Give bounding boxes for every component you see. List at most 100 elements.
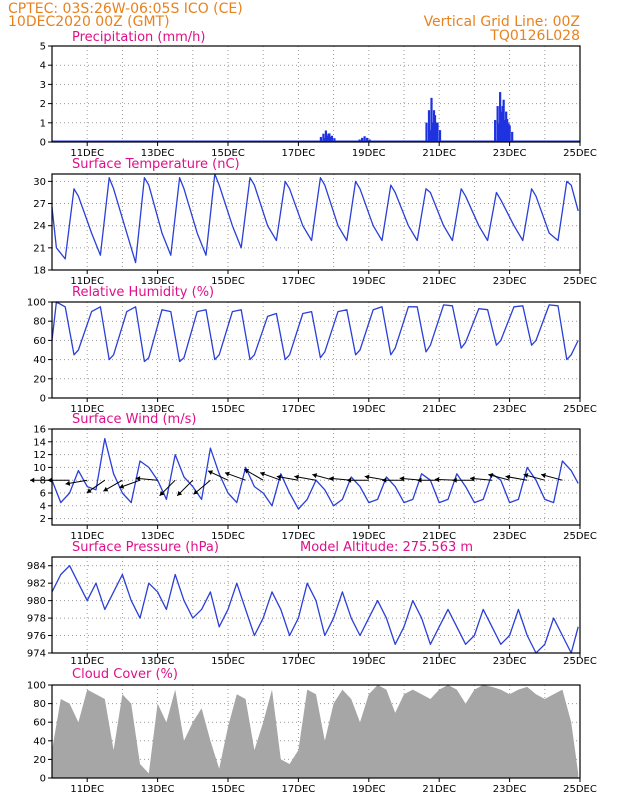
x-tick-label: 13DEC [141, 148, 175, 159]
x-tick-label: 25DEC [563, 276, 597, 287]
x-tick-label: 25DEC [563, 656, 597, 667]
wind-arrow-head [488, 473, 494, 479]
header-date: 10DEC2020 00Z (GMT) [8, 14, 170, 30]
x-tick-label: 11DEC [70, 276, 104, 287]
x-tick-label: 13DEC [141, 784, 175, 795]
x-tick-label: 17DEC [282, 784, 316, 795]
x-tick-label: 19DEC [352, 148, 386, 159]
x-tick-label: 19DEC [352, 531, 386, 542]
precip-bar [366, 137, 369, 142]
precip-bar [501, 131, 504, 142]
y-tick-label: 24 [33, 221, 46, 232]
series-line [51, 301, 579, 363]
x-tick-label: 25DEC [563, 148, 597, 159]
precip-bar [500, 111, 503, 142]
wind-arrow-head [434, 477, 440, 483]
panel-2: 18 21 24 27 30 11DEC 13DEC 15DEC 17DEC 19DEC 21DEC… [33, 157, 597, 287]
y-tick-label: 100 [27, 298, 46, 309]
precip-bar [430, 97, 433, 142]
y-tick-label: 2 [40, 514, 46, 525]
precip-bar [497, 123, 500, 142]
y-tick-label: 21 [33, 243, 46, 254]
wind-arrow-head [260, 471, 266, 477]
x-tick-label: 17DEC [282, 656, 316, 667]
wind-arrow-head [346, 477, 352, 483]
y-tick-label: 8 [40, 476, 46, 487]
wind-arrow-head [452, 477, 457, 483]
x-tick-label: 11DEC [70, 404, 104, 415]
x-tick-label: 15DEC [211, 404, 245, 415]
precip-bar [433, 115, 437, 142]
precip-bar [325, 135, 329, 142]
x-tick-label: 15DEC [211, 276, 245, 287]
x-tick-label: 19DEC [352, 656, 386, 667]
precip-bar [494, 120, 497, 142]
wind-arrow-head [399, 476, 405, 482]
wind-arrow-head [159, 490, 165, 496]
series-line [51, 565, 579, 654]
x-tick-label: 25DEC [563, 784, 597, 795]
x-tick-label: 21DEC [422, 276, 456, 287]
x-tick-label: 13DEC [141, 531, 175, 542]
panel-title: Cloud Cover (%) [72, 667, 178, 682]
precip-bar [322, 133, 325, 142]
wind-arrow-head [65, 480, 71, 486]
wind-arrow-head [329, 476, 334, 482]
x-tick-label: 13DEC [141, 656, 175, 667]
precip-bar [428, 130, 432, 142]
wind-arrow-head [208, 470, 214, 476]
wind-arrow-head [47, 477, 52, 483]
y-tick-label: 6 [40, 489, 46, 500]
x-tick-label: 15DEC [211, 656, 245, 667]
y-tick-label: 0 [40, 138, 46, 149]
wind-arrow-head [364, 474, 370, 480]
wind-arrow-head [30, 477, 35, 483]
cloud-cover-area [52, 685, 579, 778]
wind-arrow-head [382, 477, 387, 483]
x-tick-label: 21DEC [422, 784, 456, 795]
y-tick-label: 976 [27, 631, 46, 642]
header-grid-note: Vertical Grid Line: 00Z [424, 14, 580, 30]
precip-bar [328, 133, 331, 142]
precip-bar [425, 122, 428, 142]
y-tick-label: 60 [33, 336, 46, 347]
panel-frame [51, 173, 581, 271]
y-tick-label: 27 [33, 199, 46, 210]
panel-1: 0 1 2 3 4 5 11DEC 13DEC 15DEC 17DEC 19DEC 21DEC 23DE… [40, 30, 597, 159]
panel-frame [51, 556, 581, 654]
wind-arrow-head [276, 474, 282, 480]
y-tick-label: 3 [40, 80, 46, 91]
panel-3: 0 20 40 60 80 100 11DEC 13DEC 15DEC 17DEC 19DEC 21D… [27, 285, 597, 415]
precip-bar [438, 130, 442, 142]
wind-arrow-head [470, 476, 475, 482]
precip-bar [431, 122, 434, 142]
panel-title: Relative Humidity (%) [72, 285, 214, 300]
x-tick-label: 21DEC [422, 404, 456, 415]
x-tick-label: 23DEC [493, 276, 527, 287]
x-tick-label: 11DEC [70, 656, 104, 667]
precip-bar [330, 135, 334, 142]
x-tick-label: 11DEC [70, 784, 104, 795]
x-tick-label: 11DEC [70, 148, 104, 159]
y-tick-label: 18 [33, 266, 46, 277]
x-tick-label: 15DEC [211, 784, 245, 795]
x-tick-label: 21DEC [422, 531, 456, 542]
x-tick-label: 23DEC [493, 148, 527, 159]
wind-arrow-head [505, 474, 511, 480]
x-tick-label: 23DEC [493, 404, 527, 415]
precip-bar [361, 137, 364, 142]
y-tick-label: 40 [33, 736, 46, 747]
y-tick-label: 0 [40, 774, 46, 785]
x-tick-label: 21DEC [422, 656, 456, 667]
wind-arrow-head [541, 473, 546, 479]
x-tick-label: 15DEC [211, 531, 245, 542]
y-tick-label: 14 [33, 437, 46, 448]
wind-arrow-head [119, 483, 125, 489]
x-tick-label: 17DEC [282, 404, 316, 415]
y-tick-label: 60 [33, 718, 46, 729]
y-tick-label: 984 [27, 561, 46, 572]
precip-bar [319, 136, 322, 142]
wind-arrow-head [86, 488, 92, 493]
